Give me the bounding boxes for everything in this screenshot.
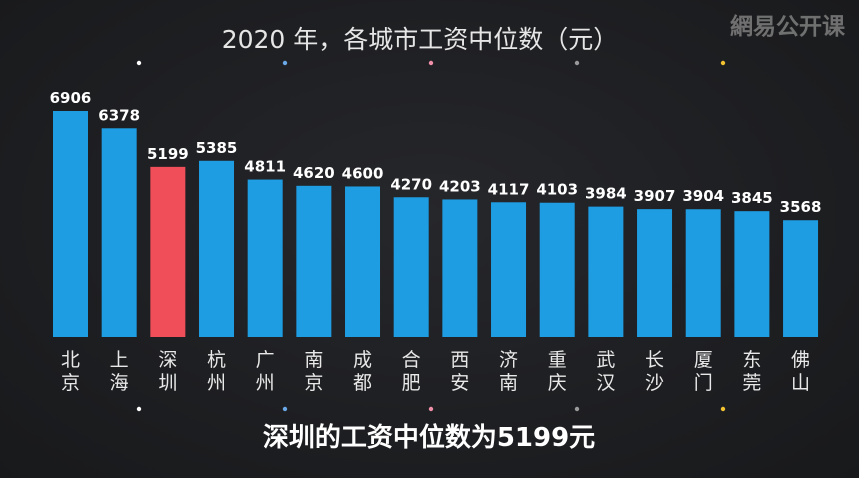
dots-bottom-dot-0 (136, 406, 142, 412)
decorative-dots-top (136, 60, 726, 66)
bar-4 (247, 179, 283, 337)
bar-8 (442, 199, 478, 337)
dots-bottom-dot-2 (428, 406, 434, 412)
dots-top-dot-2 (428, 60, 434, 66)
chart-title: 2020 年，各城市工资中位数（元） (222, 25, 619, 54)
bar-10 (539, 202, 575, 337)
value-label-2: 5199 (147, 145, 189, 163)
value-label-10: 4103 (536, 181, 578, 199)
category-label-12: 长沙 (645, 349, 664, 394)
bar-1 (101, 128, 137, 337)
category-label-5: 南京 (304, 349, 323, 394)
value-label-3: 5385 (196, 139, 238, 157)
dots-top-dot-0 (136, 60, 142, 66)
category-label-2: 深圳 (158, 349, 177, 394)
category-label-14: 东莞 (742, 349, 761, 394)
category-label-8: 西安 (450, 349, 469, 394)
bar-9 (491, 202, 527, 337)
bar-14 (734, 211, 770, 337)
bar-0 (53, 111, 88, 337)
bar-13 (685, 209, 721, 337)
bar-6 (345, 186, 381, 337)
decorative-dots-bottom (136, 406, 726, 412)
watermark-logo: 網易公开课 (730, 13, 846, 40)
dots-top-dot-4 (720, 60, 726, 66)
value-label-7: 4270 (390, 175, 432, 193)
dots-top-dot-1 (282, 60, 288, 66)
value-label-12: 3907 (634, 187, 676, 205)
value-label-0: 6906 (50, 89, 92, 107)
caption-subtitle: 深圳的工资中位数为5199元 (263, 422, 595, 453)
bar-7 (393, 197, 429, 337)
bar-15 (783, 220, 819, 337)
value-label-15: 3568 (780, 198, 822, 216)
category-label-11: 武汉 (596, 349, 615, 394)
value-label-4: 4811 (244, 158, 286, 176)
value-label-5: 4620 (293, 164, 335, 182)
value-label-9: 4117 (488, 180, 530, 198)
bar-2 (150, 166, 186, 337)
category-label-0: 北京 (61, 349, 80, 394)
dots-bottom-dot-4 (720, 406, 726, 412)
bar-5 (296, 185, 332, 337)
dots-bottom-dot-3 (574, 406, 580, 412)
value-label-8: 4203 (439, 177, 481, 195)
category-label-10: 重庆 (548, 349, 567, 394)
bar-3 (199, 160, 235, 337)
bar-11 (588, 206, 624, 337)
bar-12 (637, 209, 673, 337)
category-label-9: 济南 (499, 349, 518, 394)
value-labels-group: 6906 6378 5199 5385 4811 4620 4600 4270 4203 4117… (50, 89, 822, 216)
value-label-1: 6378 (98, 106, 140, 124)
category-label-4: 广州 (256, 349, 275, 394)
value-label-6: 4600 (342, 164, 384, 182)
dots-bottom-dot-1 (282, 406, 288, 412)
category-label-15: 佛山 (791, 349, 810, 394)
category-label-13: 厦门 (694, 349, 713, 394)
value-label-13: 3904 (682, 187, 724, 205)
bars-group (53, 111, 819, 337)
category-label-6: 成都 (353, 349, 372, 394)
category-label-1: 上海 (110, 349, 129, 394)
dots-top-dot-3 (574, 60, 580, 66)
category-label-3: 杭州 (207, 349, 226, 394)
value-label-11: 3984 (585, 185, 627, 203)
value-label-14: 3845 (731, 189, 773, 207)
category-label-7: 合肥 (402, 349, 421, 394)
